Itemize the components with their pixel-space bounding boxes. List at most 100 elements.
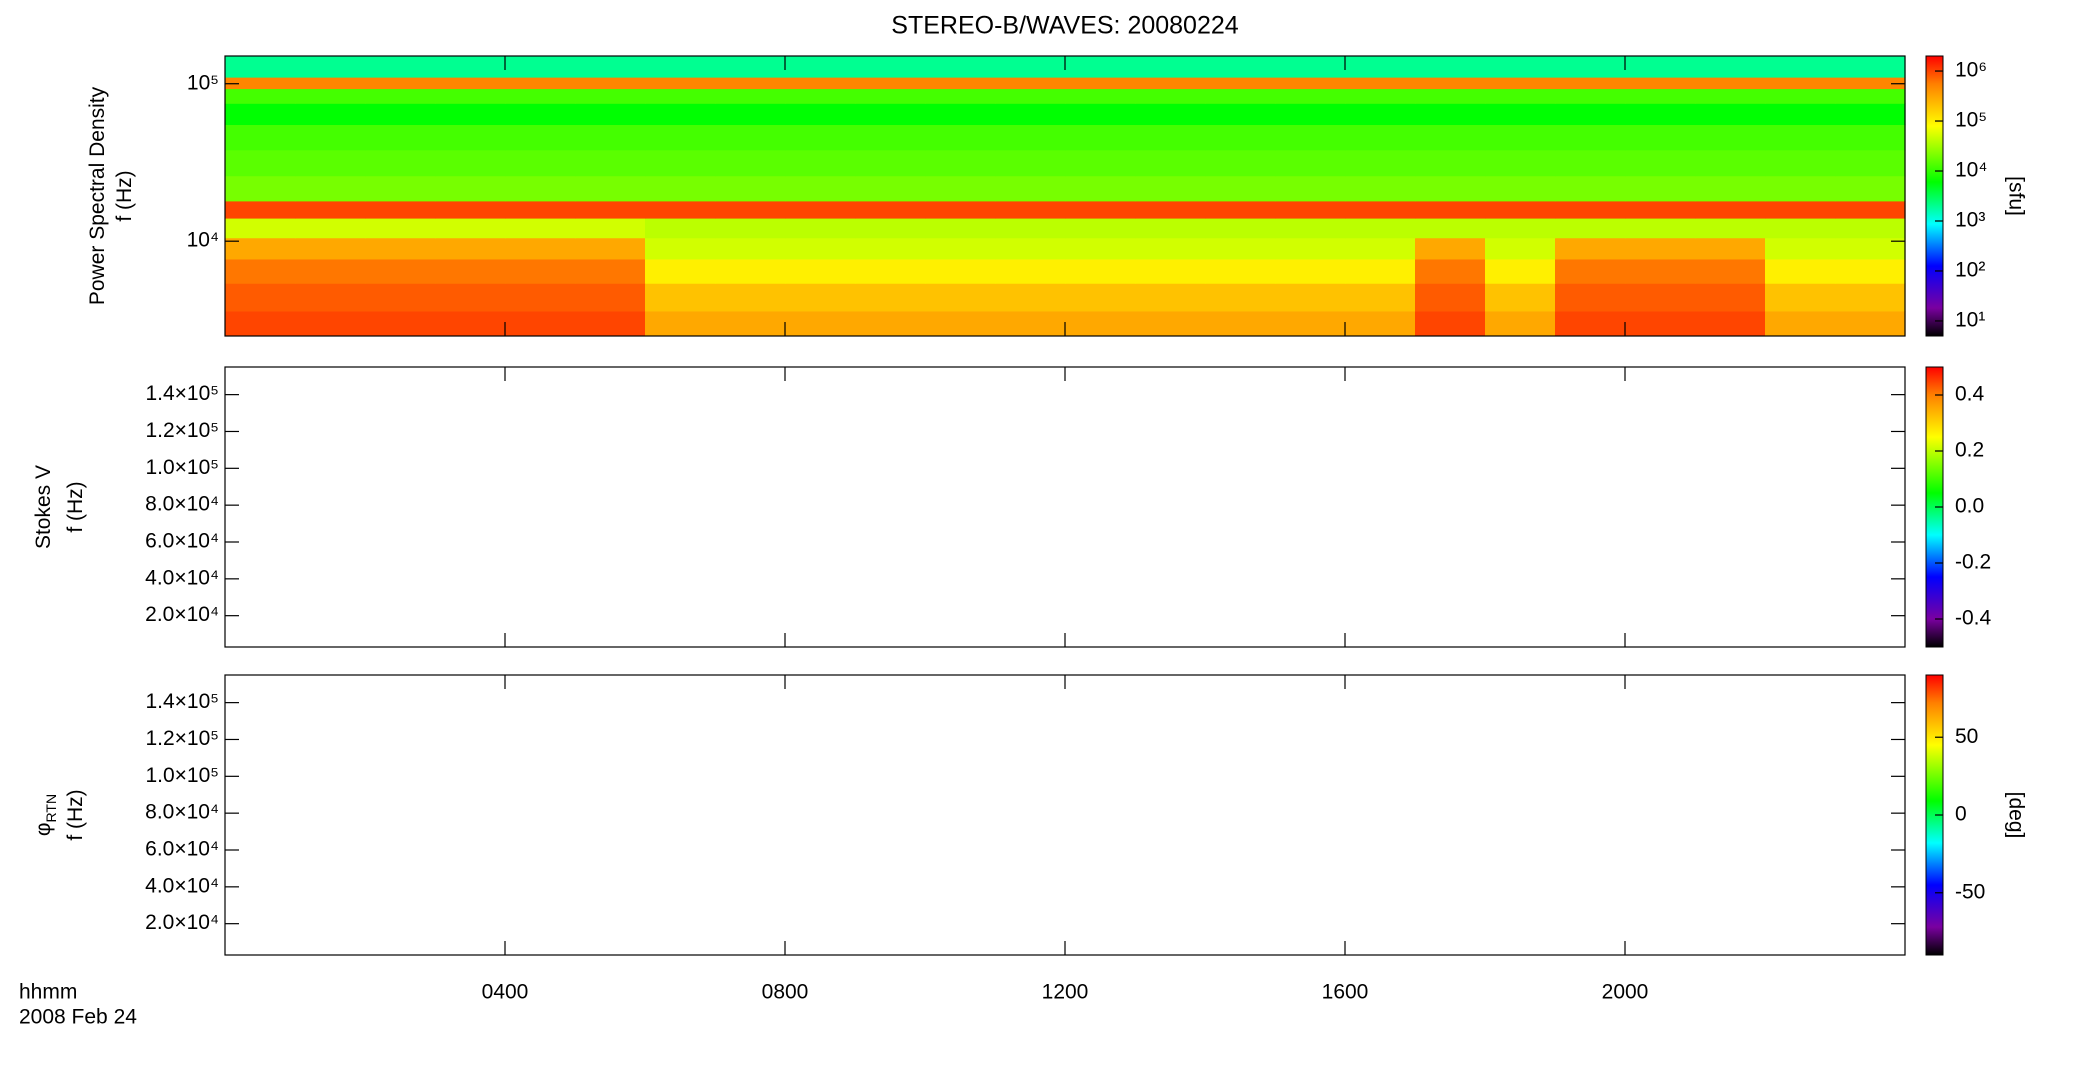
- colorbar-tick-label: 10¹: [1955, 309, 1985, 332]
- heatmap-cell: [575, 283, 646, 312]
- heatmap-cell: [785, 56, 856, 78]
- heatmap-cell: [1205, 56, 1276, 78]
- heatmap-cell: [295, 103, 366, 126]
- heatmap-cell: [1415, 149, 1486, 177]
- heatmap-cell: [225, 218, 296, 239]
- heatmap-cell: [1555, 311, 1626, 337]
- heatmap-cell: [1415, 124, 1486, 151]
- heatmap-cell: [925, 218, 996, 239]
- heatmap-cell: [505, 237, 576, 260]
- heatmap-cell: [1555, 283, 1626, 312]
- y-axis-label-text: f (Hz): [113, 170, 136, 221]
- heatmap-cell: [1065, 103, 1136, 126]
- heatmap-cell: [925, 311, 996, 337]
- x-tick-label: 0400: [482, 981, 529, 1004]
- y-axis-label-text: f (Hz): [64, 481, 87, 532]
- heatmap-cell: [295, 283, 366, 312]
- colorbar-tick-label: 0.2: [1955, 439, 1984, 462]
- heatmap-cell: [995, 149, 1066, 177]
- colorbar-tick-label: 10⁵: [1955, 109, 1987, 132]
- heatmap-cell: [575, 124, 646, 151]
- heatmap-cell: [505, 88, 576, 104]
- heatmap-cell: [855, 124, 926, 151]
- heatmap-cell: [1555, 149, 1626, 177]
- heatmap-cell: [575, 56, 646, 78]
- heatmap-cell: [1345, 149, 1416, 177]
- heatmap-cell: [505, 103, 576, 126]
- heatmap-cell: [1555, 103, 1626, 126]
- heatmap-cell: [575, 311, 646, 337]
- heatmap-cell: [1415, 200, 1486, 219]
- heatmap-cell: [995, 77, 1066, 90]
- heatmap-cell: [1275, 88, 1346, 104]
- heatmap-cell: [225, 149, 296, 177]
- heatmap-cell: [1625, 149, 1696, 177]
- heatmap-cell: [1555, 56, 1626, 78]
- heatmap-cell: [995, 259, 1066, 284]
- heatmap-cell: [1485, 175, 1556, 202]
- heatmap-cell: [1135, 200, 1206, 219]
- heatmap-cell: [1765, 200, 1836, 219]
- heatmap-cell: [1275, 77, 1346, 90]
- heatmap-cell: [1835, 77, 1906, 90]
- y-tick-label: 8.0×10⁴: [145, 493, 219, 516]
- heatmap-cell: [1415, 88, 1486, 104]
- heatmap-cell: [1695, 149, 1766, 177]
- heatmap-cell: [505, 149, 576, 177]
- heatmap-cell: [715, 175, 786, 202]
- y-tick-label: 10⁴: [187, 229, 219, 252]
- heatmap-cell: [295, 175, 366, 202]
- heatmap-cell: [505, 175, 576, 202]
- heatmap-cell: [1065, 56, 1136, 78]
- heatmap-cell: [1205, 218, 1276, 239]
- heatmap-cell: [1065, 259, 1136, 284]
- colorbar-tick-label: 10⁴: [1955, 159, 1987, 182]
- heatmap-cell: [1345, 237, 1416, 260]
- heatmap-cell: [1345, 103, 1416, 126]
- heatmap-cell: [855, 200, 926, 219]
- heatmap-cell: [1135, 77, 1206, 90]
- heatmap-cell: [925, 88, 996, 104]
- x-tick-label: 0800: [762, 981, 809, 1004]
- heatmap-cell: [225, 311, 296, 337]
- heatmap-cell: [1135, 175, 1206, 202]
- heatmap-cell: [435, 88, 506, 104]
- heatmap-cell: [505, 77, 576, 90]
- heatmap-cell: [365, 200, 436, 219]
- heatmap-cell: [1485, 237, 1556, 260]
- y-axis-label: f (Hz): [113, 170, 136, 221]
- heatmap-cell: [1135, 103, 1206, 126]
- heatmap-cell: [1345, 77, 1416, 90]
- heatmap-cell: [1835, 124, 1906, 151]
- heatmap-cell: [785, 237, 856, 260]
- heatmap-cell: [1205, 77, 1276, 90]
- colorbar-tick-label: 10⁶: [1955, 59, 1987, 82]
- heatmap-cell: [1485, 311, 1556, 337]
- y-axis-label-text: Stokes V: [32, 465, 55, 549]
- heatmap-cell: [1135, 283, 1206, 312]
- heatmap-cell: [715, 103, 786, 126]
- heatmap-cell: [1205, 124, 1276, 151]
- heatmap-cell: [645, 311, 716, 337]
- heatmap-cell: [1555, 200, 1626, 219]
- heatmap-cell: [1205, 200, 1276, 219]
- heatmap-cell: [1205, 259, 1276, 284]
- heatmap-cell: [225, 124, 296, 151]
- heatmap-cell: [925, 77, 996, 90]
- heatmap-cell: [1835, 237, 1906, 260]
- heatmap-cell: [1275, 237, 1346, 260]
- heatmap-cell: [1485, 218, 1556, 239]
- heatmap-cell: [1065, 175, 1136, 202]
- heatmap-cell: [925, 56, 996, 78]
- heatmap-cell: [995, 175, 1066, 202]
- heatmap-cell: [505, 259, 576, 284]
- heatmap-cell: [855, 259, 926, 284]
- heatmap-cell: [365, 175, 436, 202]
- heatmap-cell: [1485, 103, 1556, 126]
- heatmap-cell: [295, 237, 366, 260]
- heatmap-cell: [645, 218, 716, 239]
- heatmap-cell: [295, 88, 366, 104]
- y-tick-label: 4.0×10⁴: [145, 566, 219, 589]
- heatmap-cell: [505, 200, 576, 219]
- heatmap-cell: [995, 200, 1066, 219]
